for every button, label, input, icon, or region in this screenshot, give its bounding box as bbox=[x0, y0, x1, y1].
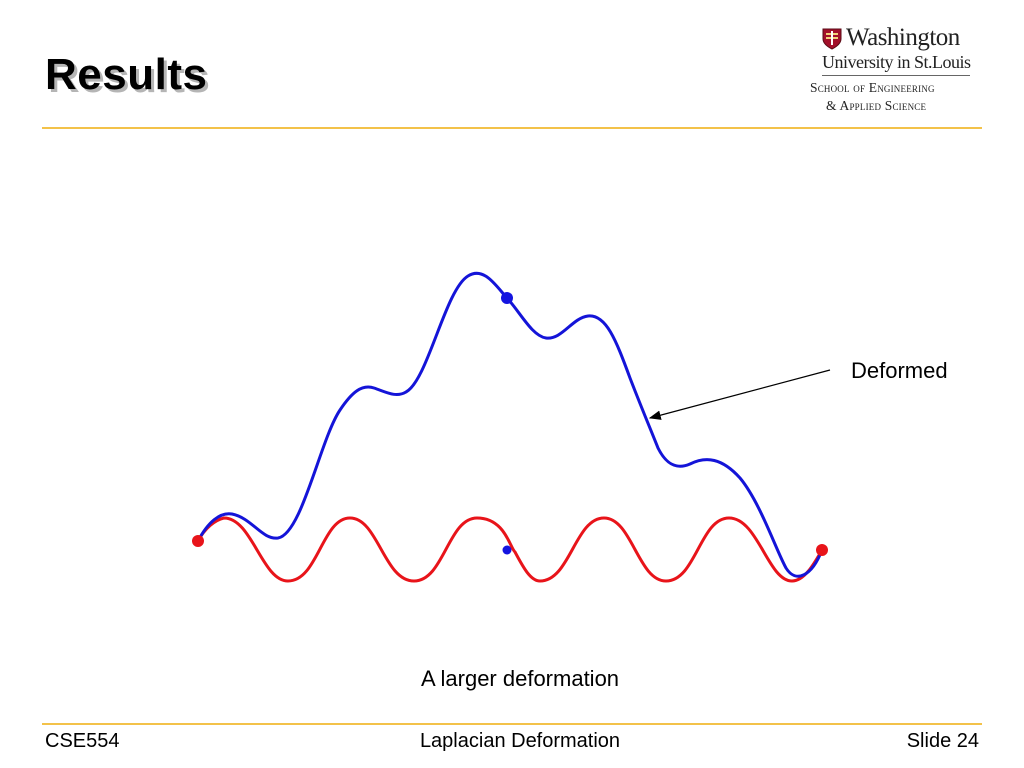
university-logo: Washington University in St.Louis School… bbox=[808, 24, 988, 116]
footer-divider bbox=[42, 723, 982, 725]
handle-point-original bbox=[502, 545, 512, 555]
footer-slide-number: Slide 24 bbox=[906, 730, 979, 752]
right-anchor-point bbox=[816, 544, 828, 556]
logo-line-applied-science: & Applied Science bbox=[826, 98, 927, 113]
original-curve bbox=[196, 516, 824, 583]
deformed-label: Deformed bbox=[851, 358, 948, 383]
logo-divider bbox=[822, 75, 970, 76]
logo-line-university: University in St.Louis bbox=[822, 52, 971, 72]
slide-title: Results bbox=[45, 50, 208, 99]
footer-topic: Laplacian Deformation bbox=[419, 730, 621, 752]
university-shield-icon bbox=[822, 28, 842, 50]
handle-point-deformed bbox=[501, 292, 513, 304]
deformed-curve bbox=[196, 272, 824, 578]
footer-course: CSE554 bbox=[45, 730, 120, 752]
logo-line-school: School of Engineering bbox=[810, 80, 935, 95]
figure-caption: A larger deformation bbox=[420, 666, 620, 691]
logo-line-washington: Washington bbox=[846, 24, 960, 51]
left-anchor-point bbox=[192, 535, 204, 547]
label-arrow bbox=[648, 369, 831, 420]
header-divider bbox=[42, 127, 982, 129]
